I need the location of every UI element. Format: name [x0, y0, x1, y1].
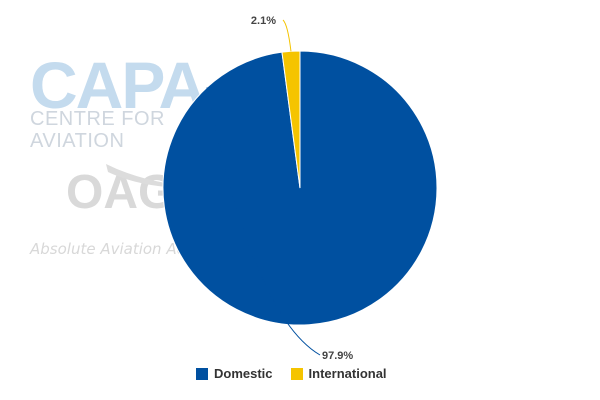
- data-label-international: 2.1%: [251, 15, 276, 27]
- legend: Domestic International: [196, 366, 405, 381]
- legend-item-domestic[interactable]: Domestic: [196, 366, 273, 381]
- oag-swoosh-icon: [106, 164, 206, 189]
- leader-line-international: [282, 19, 292, 52]
- capa-tagline: CENTRE FOR AVIATION: [30, 108, 165, 152]
- leader-line-domestic: [206, 87, 321, 356]
- legend-label-domestic: Domestic: [214, 366, 273, 381]
- legend-item-international[interactable]: International: [290, 366, 387, 381]
- pie-slice-international[interactable]: [281, 50, 301, 189]
- legend-label-international: International: [308, 366, 387, 381]
- capa-watermark: CAPA CENTRE FOR AVIATION: [30, 48, 260, 152]
- legend-swatch-domestic: [196, 367, 208, 380]
- capa-logo-text: CAPA: [30, 48, 206, 122]
- legend-swatch-international: [290, 367, 303, 380]
- data-label-domestic: 97.9%: [322, 350, 353, 362]
